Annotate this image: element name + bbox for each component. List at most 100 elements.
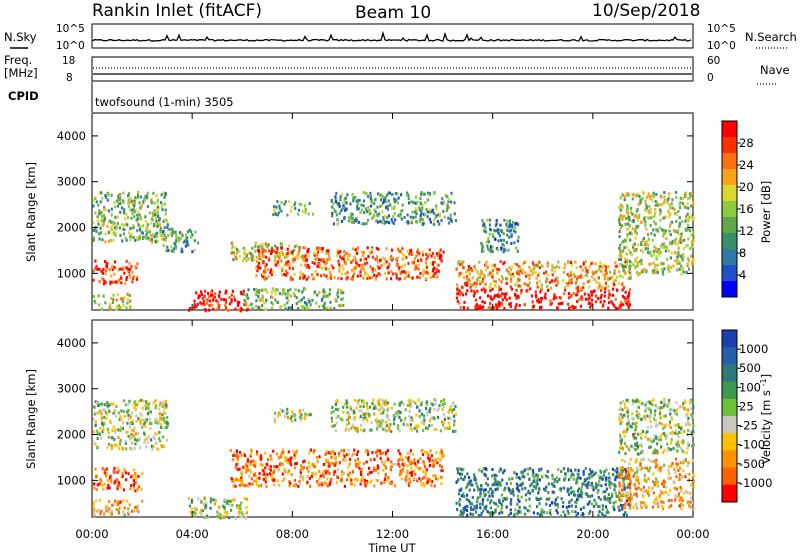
- data-cell: [190, 236, 192, 239]
- data-cell: [122, 300, 124, 303]
- data-cell: [346, 418, 348, 421]
- data-cell: [687, 447, 689, 450]
- data-cell: [634, 228, 636, 231]
- data-cell: [410, 423, 412, 426]
- data-cell: [258, 477, 260, 480]
- data-cell: [557, 282, 559, 285]
- data-cell: [288, 294, 290, 297]
- data-cell: [687, 207, 689, 210]
- data-cell: [401, 209, 403, 212]
- data-cell: [359, 461, 361, 464]
- data-cell: [131, 510, 133, 513]
- data-cell: [277, 261, 279, 264]
- data-cell: [600, 270, 602, 273]
- data-cell: [92, 205, 94, 208]
- data-cell: [110, 403, 112, 406]
- data-cell: [204, 295, 206, 298]
- data-cell: [193, 249, 195, 252]
- data-cell: [106, 401, 108, 404]
- data-cell: [329, 293, 331, 296]
- data-cell: [277, 263, 279, 266]
- data-cell: [194, 512, 196, 515]
- data-cell: [121, 206, 123, 209]
- data-cell: [300, 471, 302, 474]
- data-cell: [285, 200, 287, 203]
- data-cell: [675, 401, 677, 404]
- data-cell: [432, 261, 434, 264]
- data-cell: [626, 303, 628, 306]
- data-cell: [314, 262, 316, 265]
- data-cell: [667, 198, 669, 201]
- data-cell: [680, 273, 682, 276]
- data-cell: [348, 422, 350, 425]
- data-cell: [607, 265, 609, 268]
- data-cell: [266, 246, 268, 249]
- data-cell: [500, 260, 502, 263]
- data-cell: [537, 264, 539, 267]
- data-cell: [108, 510, 110, 513]
- data-cell: [607, 307, 609, 310]
- data-cell: [588, 512, 590, 515]
- data-cell: [468, 278, 470, 281]
- data-cell: [393, 222, 395, 225]
- data-cell: [498, 239, 500, 242]
- data-cell: [619, 414, 621, 417]
- data-cell: [650, 420, 652, 423]
- data-cell: [134, 265, 136, 268]
- data-cell: [323, 258, 325, 261]
- data-cell: [102, 488, 104, 491]
- data-cell: [567, 470, 569, 473]
- data-cell: [653, 262, 655, 265]
- data-cell: [156, 235, 158, 238]
- data-cell: [399, 430, 401, 433]
- data-cell: [397, 463, 399, 466]
- data-cell: [298, 289, 300, 292]
- data-cell: [626, 263, 628, 266]
- data-cell: [416, 430, 418, 433]
- data-cell: [128, 198, 130, 201]
- data-cell: [682, 202, 684, 205]
- data-cell: [93, 406, 95, 409]
- data-cell: [435, 207, 437, 210]
- data-cell: [147, 223, 149, 226]
- data-cell: [288, 244, 290, 247]
- data-cell: [426, 451, 428, 454]
- data-cell: [388, 419, 390, 422]
- data-cell: [226, 502, 228, 505]
- data-cell: [348, 475, 350, 478]
- data-cell: [511, 492, 513, 495]
- data-cell: [547, 289, 549, 292]
- data-cell: [418, 268, 420, 271]
- data-cell: [367, 473, 369, 476]
- data-cell: [504, 296, 506, 299]
- data-cell: [336, 422, 338, 425]
- data-cell: [568, 501, 570, 504]
- data-cell: [119, 486, 121, 489]
- data-cell: [440, 459, 442, 462]
- data-cell: [284, 470, 286, 473]
- data-cell: [676, 432, 678, 435]
- data-cell: [102, 268, 104, 271]
- data-cell: [163, 427, 165, 430]
- data-cell: [397, 424, 399, 427]
- data-cell: [473, 290, 475, 293]
- data-cell: [687, 417, 689, 420]
- data-cell: [693, 218, 695, 221]
- data-cell: [623, 246, 625, 249]
- data-cell: [331, 417, 333, 420]
- data-cell: [416, 221, 418, 224]
- data-cell: [453, 420, 455, 423]
- data-cell: [508, 514, 510, 517]
- data-cell: [514, 283, 516, 286]
- data-cell: [352, 471, 354, 474]
- data-cell: [102, 427, 104, 430]
- data-cell: [307, 414, 309, 417]
- data-cell: [167, 249, 169, 252]
- data-cell: [370, 194, 372, 197]
- data-cell: [352, 196, 354, 199]
- data-cell: [551, 501, 553, 504]
- data-cell: [498, 512, 500, 515]
- data-cell: [231, 242, 233, 245]
- data-cell: [424, 213, 426, 216]
- data-cell: [149, 212, 151, 215]
